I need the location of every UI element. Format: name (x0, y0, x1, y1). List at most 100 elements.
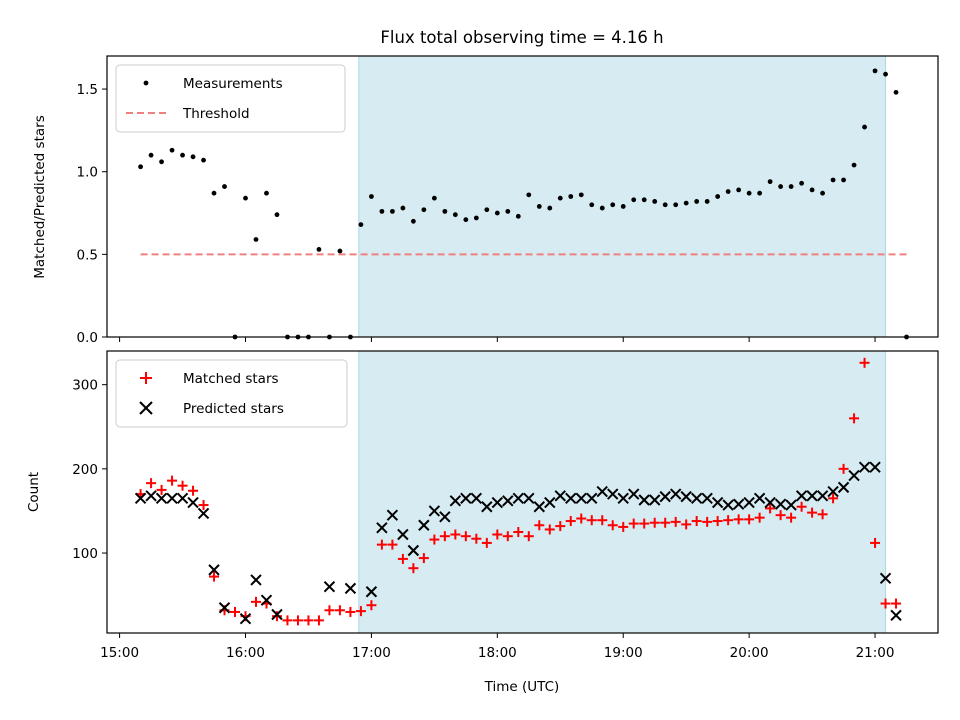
measurements-point (893, 89, 899, 95)
predicted-stars-point (659, 490, 671, 503)
matched-stars-point (376, 539, 387, 550)
predicted-stars-point (690, 492, 703, 505)
measurements-point (148, 152, 154, 158)
predicted-stars-point (732, 498, 745, 510)
legend-swatch-matched-stars (140, 372, 152, 384)
measurements-point (473, 215, 479, 221)
measurements-point (883, 71, 888, 77)
measurements-point (201, 157, 206, 163)
predicted-stars-point (218, 602, 231, 614)
chart-title: Flux total observing time = 4.16 h (380, 28, 663, 47)
predicted-stars-point (502, 495, 514, 507)
predicted-stars-point (680, 490, 692, 503)
predicted-stars-point (418, 519, 430, 531)
measurements-point (484, 207, 490, 213)
matched-stars-point (597, 515, 608, 526)
matched-stars-point (859, 357, 870, 368)
predicted-stars-point (533, 501, 545, 513)
measurements-point (662, 202, 668, 208)
matched-stars-point (849, 413, 860, 424)
matched-stars-point (282, 615, 293, 626)
measurements-point (799, 180, 804, 186)
matched-stars-point (156, 484, 167, 495)
measurements-point (736, 187, 742, 193)
predicted-stars-point (596, 485, 608, 498)
measurements-point (778, 184, 784, 189)
matched-stars-point (733, 514, 744, 525)
predicted-stars-point (481, 501, 493, 513)
matched-stars-point (324, 605, 335, 616)
measurements-point (222, 184, 227, 189)
predicted-stars-point (323, 580, 336, 593)
measurements-point (190, 154, 196, 160)
legend-swatch-measurements (143, 80, 149, 86)
measurements-point (788, 184, 794, 189)
matched-stars-point (607, 520, 618, 531)
predicted-stars-point (816, 490, 829, 502)
measurements-point (641, 197, 647, 203)
matched-stars-point (209, 571, 220, 582)
measurements-point (264, 190, 269, 196)
predicted-stars-point (376, 522, 388, 534)
predicted-stars-point (711, 496, 724, 509)
predicted-stars-point (869, 461, 881, 473)
matched-stars-point (534, 520, 545, 531)
predicted-stars-point (470, 492, 483, 505)
predicted-stars-point (166, 492, 178, 505)
predicted-stars-point (439, 511, 451, 523)
matched-stars-point (870, 537, 881, 548)
predicted-stars-point (260, 594, 273, 606)
x-tick-label: 17:00 (352, 645, 391, 661)
measurements-point (694, 199, 700, 204)
matched-stars-point (523, 531, 534, 542)
matched-stars-point (397, 553, 408, 564)
matched-stars-point (544, 524, 555, 535)
legend-swatch-predicted-stars (139, 401, 153, 415)
measurements-point (589, 202, 595, 208)
predicted-stars-point (764, 496, 776, 509)
predicted-stars-point (239, 612, 252, 625)
matched-stars-point (691, 516, 702, 527)
matched-stars-point (817, 509, 828, 520)
predicted-stars-point (638, 494, 650, 506)
matched-stars-point (775, 510, 786, 521)
measurements-point (159, 159, 164, 165)
predicted-stars-point (648, 494, 661, 506)
matched-stars-point (439, 531, 450, 542)
measurements-point (316, 246, 322, 252)
predicted-stars-point (617, 492, 629, 505)
measurements-point (180, 152, 185, 158)
measurements-point (463, 217, 469, 223)
matched-stars-point (481, 537, 492, 548)
measurements-point (547, 205, 553, 211)
measurements-point (767, 179, 773, 185)
predicted-stars-point (344, 582, 357, 595)
predicted-stars-point (250, 574, 262, 586)
measurements-point (431, 195, 437, 201)
matched-stars-point (754, 512, 765, 523)
measurements-point (757, 190, 763, 196)
axes-frame (106, 350, 939, 634)
measurements-point (841, 177, 846, 183)
matched-stars-point (408, 563, 419, 574)
matched-stars-point (429, 534, 440, 545)
y-tick-label: 300 (72, 378, 98, 394)
measurements-point (557, 195, 563, 201)
y-tick-label: 200 (72, 462, 98, 478)
matched-stars-point (670, 516, 681, 527)
bottom-panel: 15:00 16:00 17:00 18:00 19:00 20:00 21:00 100 20… (72, 350, 939, 661)
measurements-point (421, 207, 427, 213)
matched-stars-point (250, 596, 261, 607)
matched-stars-point (565, 516, 576, 527)
predicted-stars-point (386, 509, 399, 521)
matched-stars-point (586, 515, 597, 526)
predicted-stars-point (795, 490, 808, 502)
matched-stars-point (492, 529, 503, 540)
predicted-stars-point (722, 499, 734, 511)
y-tick-label: 0.5 (77, 247, 98, 263)
matched-stars-point (660, 517, 671, 528)
measurements-point (442, 208, 448, 214)
matched-stars-point (355, 606, 366, 617)
predicted-stars-point (428, 505, 441, 517)
top-panel: 0.0 0.5 1.0 1.5 Measurements Threshold (77, 55, 939, 346)
